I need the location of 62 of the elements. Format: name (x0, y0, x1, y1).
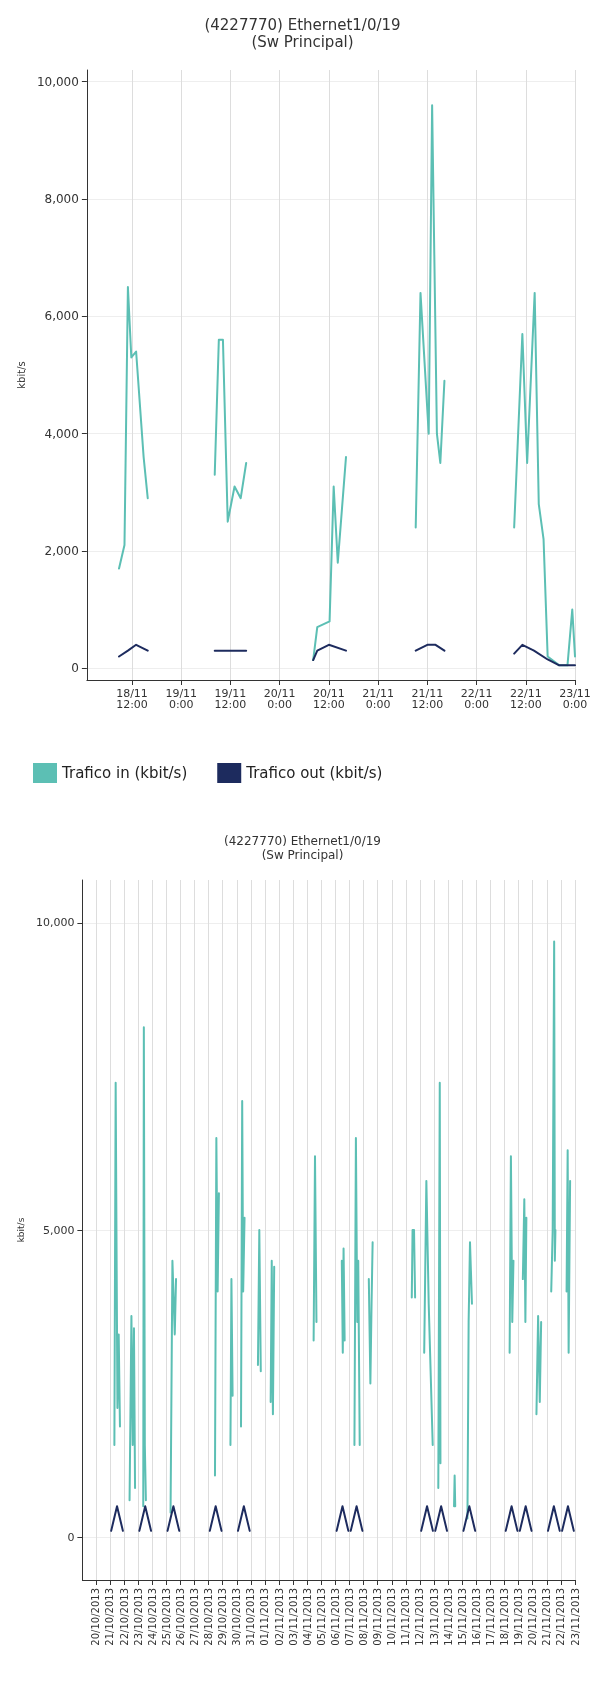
x-tick-label: 05/11/2013 (315, 1588, 327, 1646)
chart-subtitle: (Sw Principal) (261, 848, 344, 862)
chart-subtitle: (Sw Principal) (251, 32, 354, 51)
x-tick-label: 19/11 0:00 (165, 687, 198, 711)
y-tick-label: 10,000 (35, 916, 75, 930)
x-tick-label: 20/11 12:00 (313, 687, 345, 711)
chart-title: (4227770) Ethernet1/0/19 (224, 834, 381, 848)
x-tick-label: 16/11/2013 (470, 1588, 482, 1646)
x-tick-label: 07/11/2013 (344, 1588, 356, 1646)
x-tick-label: 04/11/2013 (301, 1588, 313, 1646)
x-tick-label: 22/11 0:00 (460, 687, 493, 711)
x-tick-label: 22/11/2013 (555, 1588, 567, 1646)
x-tick-label: 19/11 12:00 (214, 687, 247, 711)
x-tick-label: 31/10/2013 (245, 1588, 257, 1646)
y-tick-label: 8,000 (44, 192, 79, 207)
x-tick-label: 08/11/2013 (358, 1588, 370, 1646)
y-tick-label: 0 (67, 1530, 75, 1544)
x-tick-label: 20/11 0:00 (263, 687, 296, 711)
y-tick-label: 0 (71, 661, 79, 676)
x-tick-label: 20/11/2013 (527, 1588, 539, 1646)
x-tick-label: 19/11/2013 (513, 1588, 525, 1646)
y-axis-title: kbit/s (15, 1217, 26, 1243)
y-tick-label: 6,000 (44, 309, 79, 324)
y-tick-label: 2,000 (44, 543, 79, 558)
x-tick-label: 30/10/2013 (231, 1588, 243, 1646)
x-tick-label: 20/10/2013 (90, 1588, 102, 1646)
x-tick-label: 21/10/2013 (104, 1588, 116, 1646)
y-tick-label: 4,000 (44, 426, 79, 441)
y-tick-label: 10,000 (36, 74, 79, 89)
x-tick-label: 23/11/2013 (569, 1588, 581, 1646)
x-tick-label: 28/10/2013 (203, 1588, 215, 1646)
x-tick-label: 18/11/2013 (499, 1588, 511, 1646)
x-tick-label: 23/10/2013 (132, 1588, 144, 1646)
x-tick-label: 06/11/2013 (329, 1588, 341, 1646)
x-tick-label: 25/10/2013 (160, 1588, 172, 1646)
x-tick-label: 22/11 12:00 (509, 687, 542, 711)
x-tick-label: 21/11 0:00 (362, 687, 394, 711)
x-tick-label: 11/11/2013 (400, 1588, 412, 1646)
x-tick-label: 03/11/2013 (287, 1588, 299, 1646)
legend-label: Trafico in (kbit/s) (61, 764, 188, 782)
y-tick-label: 5,000 (42, 1223, 75, 1237)
x-tick-label: 13/11/2013 (428, 1588, 440, 1646)
y-axis-title: kbit/s (15, 361, 27, 389)
x-tick-label: 17/11/2013 (484, 1588, 496, 1646)
x-tick-label: 15/11/2013 (456, 1588, 468, 1646)
x-tick-label: 29/10/2013 (217, 1588, 229, 1646)
x-tick-label: 27/10/2013 (189, 1588, 201, 1646)
x-tick-label: 09/11/2013 (372, 1588, 384, 1646)
x-tick-label: 14/11/2013 (442, 1588, 454, 1646)
x-tick-label: 24/10/2013 (146, 1588, 158, 1646)
x-tick-label: 10/11/2013 (386, 1588, 398, 1646)
x-tick-label: 26/10/2013 (174, 1588, 186, 1646)
x-tick-label: 18/11 12:00 (116, 687, 148, 711)
x-tick-label: 12/11/2013 (414, 1588, 426, 1646)
legend-label: Trafico out (kbit/s) (245, 764, 383, 782)
x-tick-label: 21/11 12:00 (411, 687, 444, 711)
x-tick-label: 23/11 0:00 (559, 687, 591, 711)
chart-title: (4227770) Ethernet1/0/19 (204, 15, 401, 34)
x-tick-label: 22/10/2013 (118, 1588, 130, 1646)
x-tick-label: 02/11/2013 (273, 1588, 285, 1646)
x-tick-label: 01/11/2013 (259, 1588, 271, 1646)
x-tick-label: 21/11/2013 (541, 1588, 553, 1646)
